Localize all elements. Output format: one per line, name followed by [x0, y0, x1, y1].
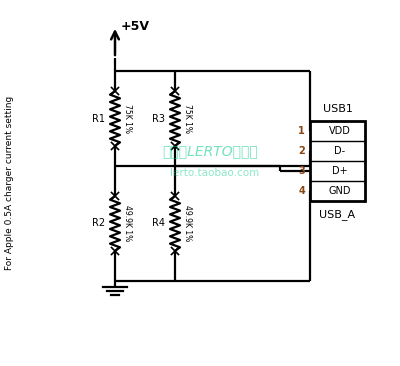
Text: 3: 3 [298, 166, 305, 176]
Text: VDD: VDD [328, 126, 350, 136]
Text: 4: 4 [298, 186, 305, 196]
Text: R4: R4 [152, 219, 165, 228]
Bar [310, 121, 365, 201]
Text: For Apple 0.5A charger current setting: For Apple 0.5A charger current setting [6, 96, 14, 270]
Text: 75K 1%: 75K 1% [183, 104, 192, 133]
Text: GND: GND [328, 186, 351, 196]
Text: 1: 1 [298, 126, 305, 136]
Text: R3: R3 [152, 113, 165, 123]
Text: 2: 2 [298, 146, 305, 156]
Text: D-: D- [334, 146, 345, 156]
Text: +5V: +5V [121, 19, 150, 33]
Text: lerto.taobao.com: lerto.taobao.com [170, 168, 260, 178]
Text: D+: D+ [332, 166, 347, 176]
Text: 乐淘（LERTO）小店: 乐淘（LERTO）小店 [162, 144, 258, 158]
Text: R2: R2 [92, 219, 105, 228]
Text: 49.9K 1%: 49.9K 1% [123, 205, 132, 242]
Text: 49.9K 1%: 49.9K 1% [183, 205, 192, 242]
Text: USB1: USB1 [322, 104, 352, 114]
Text: R1: R1 [92, 113, 105, 123]
Text: 75K 1%: 75K 1% [123, 104, 132, 133]
Text: USB_A: USB_A [320, 209, 356, 220]
